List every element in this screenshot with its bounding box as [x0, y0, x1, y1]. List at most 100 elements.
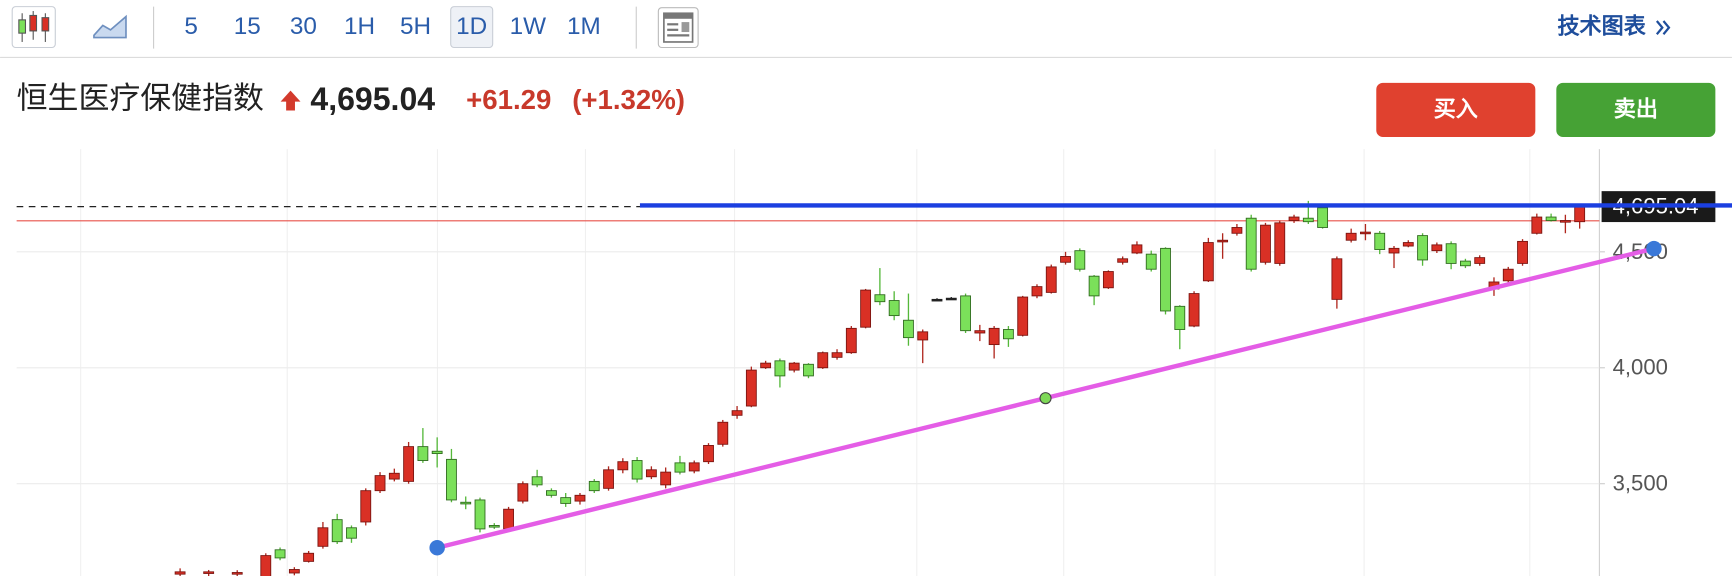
- buy-button[interactable]: 买入: [1376, 82, 1536, 137]
- candle-body: [574, 494, 586, 502]
- candle-body: [1317, 207, 1329, 228]
- candle-body: [788, 362, 800, 371]
- line-icon[interactable]: [93, 14, 127, 39]
- candle-body: [917, 331, 929, 341]
- candle-body: [346, 527, 357, 539]
- interval-button[interactable]: 1H: [344, 13, 375, 40]
- interval-button[interactable]: 15: [234, 13, 261, 40]
- candle-body: [1574, 206, 1586, 223]
- candle-body: [1431, 244, 1443, 252]
- candle-body: [1360, 231, 1371, 235]
- interval-button[interactable]: 30: [290, 13, 317, 40]
- buy-label[interactable]: 买入: [1434, 96, 1478, 121]
- candle-body: [1474, 257, 1486, 264]
- trend-handle[interactable]: [429, 539, 445, 556]
- candle-body: [1545, 216, 1557, 221]
- candle-body: [660, 471, 672, 486]
- candle-body: [374, 475, 386, 492]
- sell-label[interactable]: 卖出: [1614, 96, 1658, 121]
- candle-body: [174, 571, 186, 575]
- toolbar: 技术图表: [0, 6, 1732, 58]
- candle-body: [631, 460, 643, 480]
- candle-body: [503, 508, 514, 530]
- change: +61.29: [466, 84, 551, 115]
- candle-body: [517, 483, 529, 502]
- sell-button-bg[interactable]: [1556, 82, 1716, 137]
- news-icon[interactable]: [657, 7, 699, 49]
- interval-button[interactable]: 1W: [510, 13, 547, 40]
- candle-body: [203, 571, 215, 574]
- candle-body: [274, 549, 286, 559]
- sell-button[interactable]: 卖出: [1556, 82, 1716, 137]
- candle-body: [960, 295, 971, 332]
- candle-body: [1217, 239, 1229, 243]
- candle-body: [1231, 227, 1243, 234]
- candle-body: [1445, 243, 1457, 264]
- index-name: 恒生医疗保健指数: [17, 81, 264, 116]
- candle-body: [488, 525, 500, 528]
- selected-interval-bg[interactable]: [450, 6, 494, 49]
- candle-body: [831, 352, 843, 358]
- candle-body: [1174, 305, 1186, 330]
- candle-body: [1131, 244, 1143, 254]
- candle-body: [303, 552, 315, 562]
- candle-body: [1502, 268, 1514, 282]
- candle-body: [1388, 247, 1400, 254]
- candle-body: [903, 319, 914, 339]
- trend-mid-handle[interactable]: [1039, 392, 1052, 405]
- candle-body: [1031, 286, 1043, 297]
- candle-body: [1302, 217, 1314, 223]
- candles: [174, 200, 1586, 576]
- candle-body: [1559, 220, 1571, 223]
- candle-body: [1245, 217, 1257, 270]
- trend-handle[interactable]: [1646, 240, 1662, 257]
- interval-button[interactable]: 1D: [456, 13, 487, 40]
- candle-body: [860, 289, 872, 328]
- candle-body: [1460, 260, 1471, 267]
- candle-body: [1074, 250, 1086, 270]
- interval-button[interactable]: 1M: [567, 13, 601, 40]
- candle-body: [331, 519, 343, 543]
- candle-body: [1060, 256, 1071, 263]
- candle-body: [288, 569, 300, 574]
- candle-body: [688, 462, 700, 472]
- candle-body: [1531, 216, 1543, 234]
- candle-body: [474, 499, 486, 530]
- interval-button[interactable]: 5: [184, 13, 198, 40]
- up-arrow: [280, 90, 301, 111]
- candle-body: [531, 476, 543, 486]
- candle-body: [803, 363, 814, 377]
- candle-body: [388, 472, 400, 480]
- candle-body: [260, 555, 272, 576]
- candle-body: [403, 446, 415, 482]
- candle-body: [560, 497, 572, 504]
- candle-icon: [18, 11, 50, 42]
- candle-body: [317, 527, 329, 547]
- candle-body: [703, 445, 714, 463]
- candle-body: [1345, 232, 1357, 241]
- candle-body: [1417, 235, 1428, 261]
- candle-body: [674, 462, 686, 473]
- candle-body: [460, 501, 472, 505]
- candle-body: [431, 450, 443, 455]
- tech-chart-link[interactable]: 技术图表: [1557, 13, 1646, 38]
- candle-body: [645, 469, 657, 478]
- candle-body: [1188, 293, 1200, 327]
- y-tick-label: 4,000: [1613, 355, 1668, 380]
- candle-body: [1003, 329, 1014, 340]
- candle-body: [988, 327, 1000, 346]
- candle-body: [1402, 242, 1414, 247]
- candle-body: [417, 446, 429, 461]
- candle-body: [588, 480, 600, 492]
- candle-body: [888, 300, 900, 317]
- candle-body: [1088, 275, 1100, 297]
- candle-body: [1045, 266, 1057, 293]
- candle-body: [945, 297, 957, 301]
- quote-header: 恒生医疗保健指数 4,695.04 +61.29 (+1.32%) 买入 卖出: [17, 81, 1716, 137]
- buy-button-bg[interactable]: [1376, 82, 1536, 137]
- chevron-icon: [1655, 20, 1671, 35]
- candle-body: [603, 469, 614, 489]
- interval-button[interactable]: 5H: [400, 13, 431, 40]
